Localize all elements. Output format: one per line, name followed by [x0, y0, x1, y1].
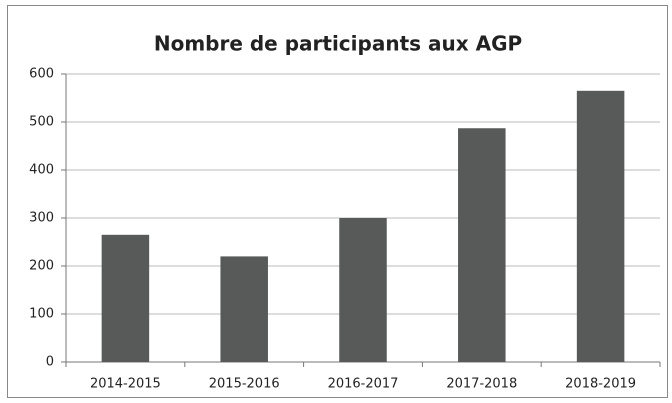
y-tick-label: 100 — [29, 307, 54, 322]
y-tick-label: 200 — [29, 259, 54, 274]
bar — [339, 218, 387, 362]
y-tick-label: 500 — [29, 115, 54, 130]
y-tick-label: 300 — [29, 211, 54, 226]
chart-title: Nombre de participants aux AGP — [154, 32, 522, 56]
x-tick-label: 2014-2015 — [90, 377, 161, 392]
x-tick-label: 2018-2019 — [565, 377, 636, 392]
bar — [458, 128, 506, 362]
y-tick-label: 0 — [46, 355, 54, 370]
bar — [220, 256, 268, 362]
x-tick-label: 2016-2017 — [328, 377, 399, 392]
x-tick-label: 2017-2018 — [446, 377, 517, 392]
y-tick-label: 400 — [29, 163, 54, 178]
x-tick-label: 2015-2016 — [209, 377, 280, 392]
bar — [576, 90, 625, 363]
bar — [101, 234, 150, 362]
y-tick-label: 600 — [29, 67, 54, 82]
